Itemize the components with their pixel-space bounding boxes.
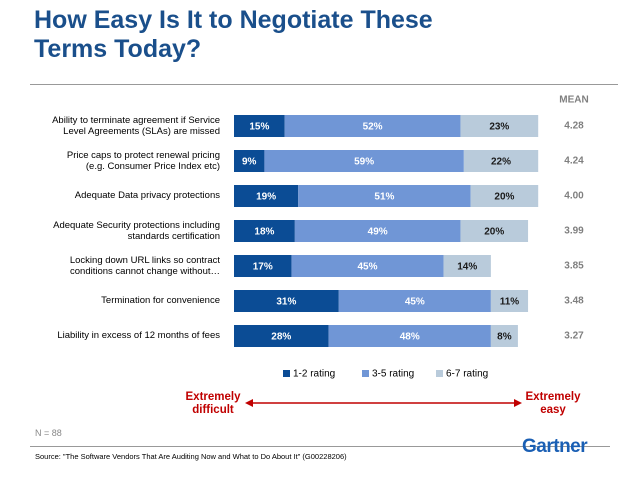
bar-segment [490, 290, 529, 312]
bar-value-label: 14% [457, 262, 477, 273]
bar-value-label: 45% [405, 297, 425, 308]
arrow-head-right [514, 399, 522, 407]
mean-value: 3.27 [564, 331, 584, 342]
category-label: Adequate Data privacy protections [74, 190, 220, 201]
bar-value-label: 18% [254, 227, 274, 238]
bar-segment [234, 185, 299, 207]
bar-value-label: 22% [491, 157, 511, 168]
bar-segment [264, 150, 464, 172]
bar-segment [234, 325, 329, 347]
bar-value-label: 52% [363, 122, 383, 133]
bar-segment [470, 185, 539, 207]
mean-value: 4.24 [564, 156, 584, 167]
bar-value-label: 23% [489, 122, 509, 133]
mean-value: 3.48 [564, 296, 584, 307]
category-label: Ability to terminate agreement if Servic… [52, 115, 220, 137]
footer-rule [30, 446, 610, 447]
bar-value-label: 31% [276, 297, 296, 308]
bar-value-label: 19% [256, 192, 276, 203]
mean-value: 4.28 [564, 121, 584, 132]
category-label: Adequate Security protections including … [53, 220, 220, 242]
bar-segment [490, 325, 518, 347]
legend-label: 6-7 rating [446, 369, 488, 380]
scale-left-label: Extremely difficult [185, 391, 241, 416]
logo: Gartner [522, 436, 588, 457]
mean-header: MEAN [559, 95, 588, 106]
bar-segment [284, 115, 461, 137]
bar-value-label: 20% [494, 192, 514, 203]
category-label: Locking down URL links so contract condi… [69, 255, 220, 277]
bar-segment [234, 290, 339, 312]
bar-segment [234, 150, 265, 172]
bar-value-label: 20% [484, 227, 504, 238]
bar-segment [463, 150, 539, 172]
slide-title: How Easy Is It to Negotiate These Terms … [34, 6, 433, 63]
legend-label: 1-2 rating [293, 369, 335, 380]
bar-value-label: 45% [358, 262, 378, 273]
bar-value-label: 51% [374, 192, 394, 203]
sample-size-note: N = 88 [35, 428, 62, 438]
bar-segment [234, 115, 285, 137]
bar-segment [234, 220, 295, 242]
bar-segment [443, 255, 491, 277]
scale-right-label: Extremely easy [525, 391, 581, 416]
title-rule [30, 84, 618, 85]
mean-value: 3.99 [564, 226, 584, 237]
bar-segment [234, 255, 292, 277]
bar-segment [338, 290, 491, 312]
bar-value-label: 11% [500, 297, 520, 308]
legend-swatch [436, 370, 443, 377]
bar-value-label: 15% [249, 122, 269, 133]
arrow-head-left [245, 399, 253, 407]
bar-value-label: 48% [400, 332, 420, 343]
source-note: Source: "The Software Vendors That Are A… [35, 452, 347, 461]
category-label: Liability in excess of 12 months of fees [57, 330, 220, 341]
legend-label: 3-5 rating [372, 369, 414, 380]
legend-swatch [283, 370, 290, 377]
mean-value: 4.00 [564, 191, 584, 202]
bar-segment [460, 115, 539, 137]
bar-segment [460, 220, 529, 242]
category-label: Price caps to protect renewal pricing (e… [66, 150, 220, 172]
category-label: Termination for convenience [101, 295, 220, 306]
bar-value-label: 28% [271, 332, 291, 343]
mean-value: 3.85 [564, 261, 584, 272]
bar-value-label: 49% [368, 227, 388, 238]
bar-value-label: 9% [242, 157, 257, 168]
bar-value-label: 8% [497, 332, 512, 343]
bar-segment [294, 220, 461, 242]
bar-segment [328, 325, 491, 347]
bar-segment [291, 255, 444, 277]
bar-value-label: 59% [354, 157, 374, 168]
bar-value-label: 17% [253, 262, 273, 273]
bar-segment [298, 185, 471, 207]
legend-swatch [362, 370, 369, 377]
